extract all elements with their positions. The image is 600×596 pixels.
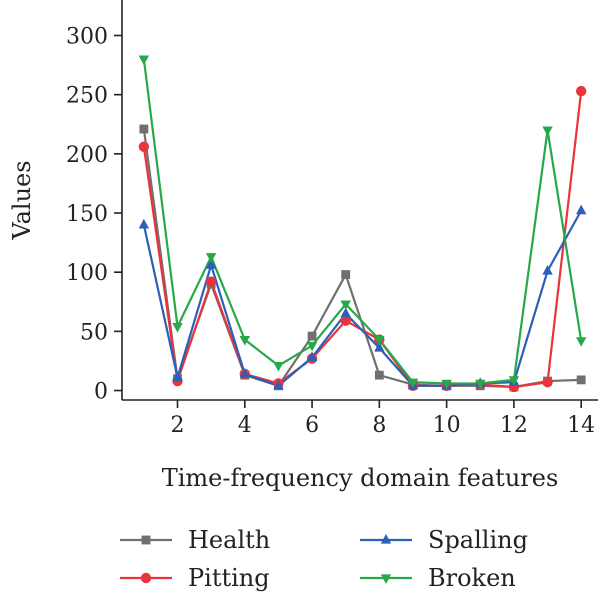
y-tick-label: 150 bbox=[66, 202, 108, 227]
legend-item-pitting: Pitting bbox=[120, 564, 270, 592]
legend-marker-pitting bbox=[140, 572, 152, 584]
y-tick-label: 250 bbox=[66, 84, 108, 109]
y-tick-label: 0 bbox=[94, 380, 108, 405]
legend-label-broken: Broken bbox=[428, 564, 516, 592]
series-line-broken bbox=[142, 59, 583, 385]
data-point-broken bbox=[508, 376, 520, 386]
x-ticks: 2 4 6 8 10 12 14 bbox=[171, 400, 595, 438]
y-tick-label: 100 bbox=[66, 261, 108, 286]
data-point-pitting bbox=[138, 141, 150, 152]
series-markers bbox=[138, 55, 587, 393]
y-tick-label: 50 bbox=[80, 320, 108, 345]
data-point-broken bbox=[441, 379, 452, 390]
data-point-broken bbox=[273, 362, 284, 372]
legend-marker-spalling bbox=[380, 534, 392, 544]
data-point-spalling bbox=[273, 379, 284, 390]
data-point-pitting bbox=[205, 276, 217, 287]
x-tick-label: 6 bbox=[305, 413, 319, 438]
series-lines bbox=[142, 59, 583, 389]
chart-axes bbox=[121, 0, 598, 401]
y-axis-label: Values bbox=[8, 160, 36, 240]
data-point-broken bbox=[407, 378, 419, 389]
data-point-broken bbox=[374, 336, 385, 346]
x-tick-label: 10 bbox=[433, 413, 461, 438]
legend-item-spalling: Spalling bbox=[360, 526, 528, 554]
legend-label-pitting: Pitting bbox=[188, 564, 270, 592]
legend-label-health: Health bbox=[188, 526, 270, 554]
data-point-spalling bbox=[205, 259, 217, 269]
x-tick-label: 4 bbox=[238, 413, 252, 438]
data-point-spalling bbox=[306, 351, 318, 362]
data-point-broken bbox=[205, 253, 217, 263]
x-tick-label: 14 bbox=[567, 413, 595, 438]
data-point-spalling bbox=[172, 371, 183, 382]
legend-label-spalling: Spalling bbox=[428, 526, 528, 554]
legend-item-health: Health bbox=[120, 526, 270, 554]
data-point-broken bbox=[239, 336, 250, 346]
legend-marker-broken bbox=[380, 574, 392, 584]
y-ticks: 0 50 100 150 200 250 300 bbox=[66, 25, 122, 405]
legend-item-broken: Broken bbox=[360, 564, 516, 592]
data-point-health bbox=[341, 270, 351, 279]
data-point-health bbox=[307, 331, 317, 341]
x-tick-label: 2 bbox=[171, 413, 185, 438]
data-point-broken bbox=[138, 55, 150, 66]
y-tick-label: 300 bbox=[66, 25, 108, 50]
data-point-health bbox=[576, 375, 586, 385]
data-point-broken bbox=[475, 379, 486, 390]
data-point-health bbox=[139, 124, 149, 134]
data-point-broken bbox=[575, 337, 587, 347]
data-point-pitting bbox=[542, 377, 553, 388]
series-line-spalling bbox=[142, 210, 583, 387]
x-axis-label: Time-frequency domain features bbox=[162, 464, 559, 492]
y-tick-label: 200 bbox=[66, 143, 108, 168]
x-tick-label: 12 bbox=[500, 413, 528, 438]
data-point-spalling bbox=[542, 265, 553, 275]
data-point-broken bbox=[172, 322, 183, 333]
data-point-pitting bbox=[340, 315, 351, 326]
data-point-spalling bbox=[374, 341, 385, 352]
data-point-pitting bbox=[575, 85, 587, 97]
data-point-health bbox=[374, 370, 384, 380]
series-line-pitting bbox=[142, 90, 583, 389]
data-point-broken bbox=[542, 126, 553, 137]
data-point-broken bbox=[340, 300, 351, 311]
data-point-spalling bbox=[575, 204, 587, 215]
x-tick-label: 8 bbox=[372, 413, 386, 438]
data-point-broken bbox=[306, 341, 318, 352]
data-point-spalling bbox=[138, 218, 150, 229]
legend-marker-health bbox=[141, 535, 151, 545]
legend: Health Pitting Spalling Broken bbox=[120, 526, 528, 592]
data-point-spalling bbox=[340, 307, 351, 318]
data-point-spalling bbox=[239, 367, 250, 378]
